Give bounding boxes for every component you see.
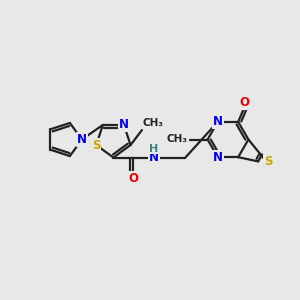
Text: CH₃: CH₃ [167,134,188,145]
Text: N: N [213,151,223,164]
Text: O: O [128,172,138,185]
Text: N: N [119,118,129,131]
Text: N: N [213,115,223,128]
Text: CH₃: CH₃ [143,118,164,128]
Text: N: N [149,151,159,164]
Text: O: O [240,96,250,109]
Text: S: S [92,139,100,152]
Text: S: S [264,155,272,168]
Text: N: N [77,133,87,146]
Text: H: H [149,143,158,154]
